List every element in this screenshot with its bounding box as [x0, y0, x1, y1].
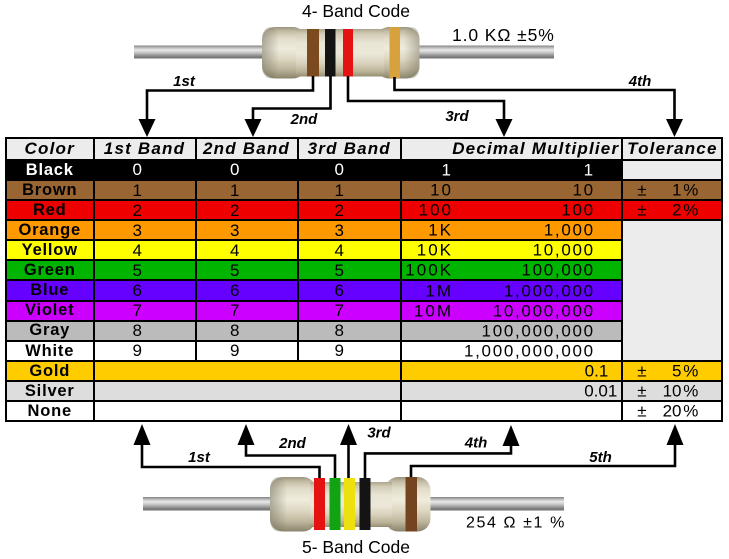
svg-text:3rd: 3rd [445, 108, 469, 125]
svg-text:4- Band Code: 4- Band Code [302, 1, 410, 21]
svg-text:4th: 4th [464, 435, 488, 452]
svg-text:5th: 5th [589, 449, 612, 466]
svg-text:4th: 4th [628, 73, 652, 90]
svg-text:5- Band Code: 5- Band Code [302, 537, 410, 557]
svg-text:2nd: 2nd [290, 111, 319, 128]
svg-text:254 Ω ±1 %: 254 Ω ±1 % [466, 515, 566, 532]
svg-text:1.0 KΩ ±5%: 1.0 KΩ ±5% [452, 25, 555, 45]
svg-text:1st: 1st [188, 449, 211, 466]
svg-text:1st: 1st [173, 73, 196, 90]
svg-text:2nd: 2nd [278, 435, 307, 452]
svg-text:3rd: 3rd [367, 425, 391, 442]
